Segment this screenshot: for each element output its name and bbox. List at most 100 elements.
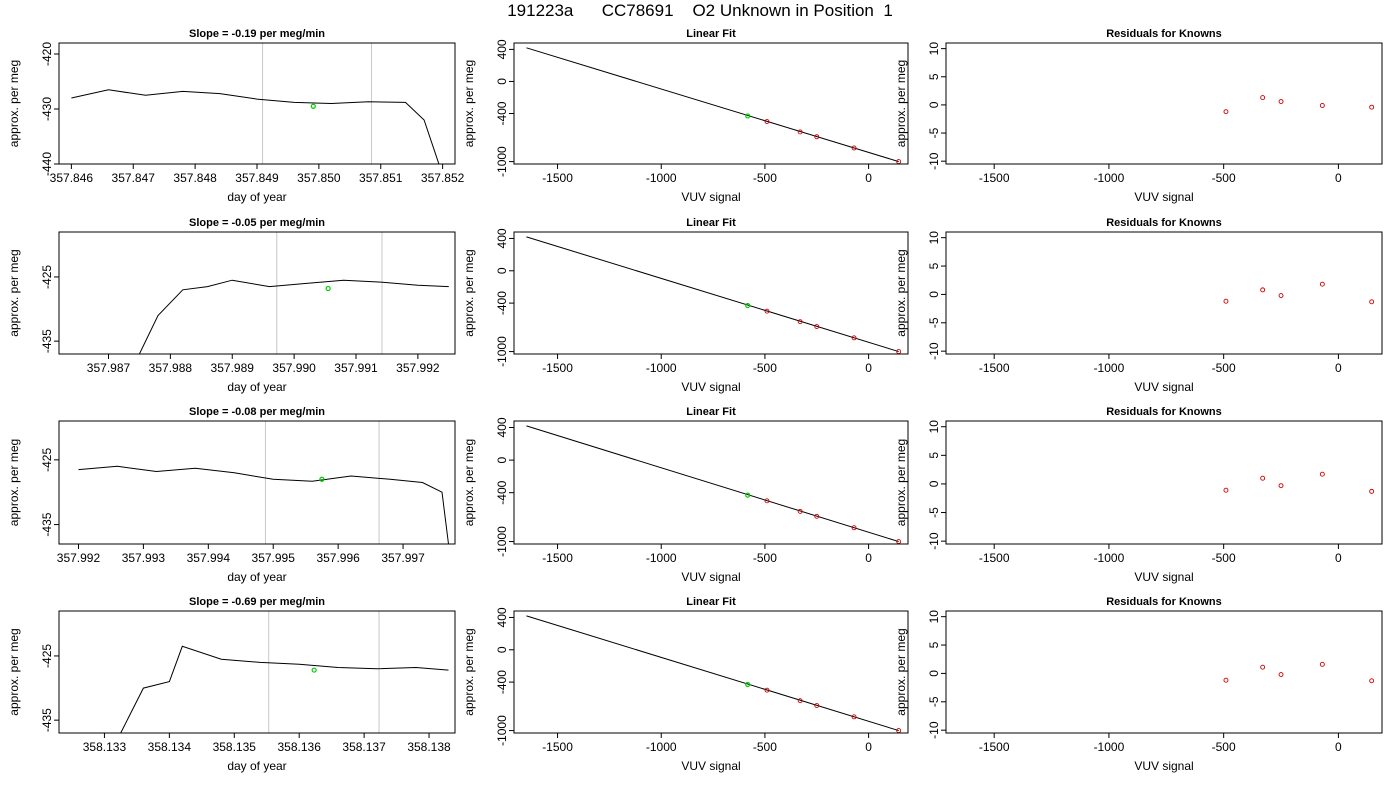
- y-tick-label: 400: [495, 417, 509, 437]
- known-point-4: [851, 335, 857, 341]
- y-tick-label: 400: [495, 607, 509, 627]
- known-point-1: [764, 119, 770, 124]
- x-axis-label: day of year: [227, 190, 286, 204]
- x-tick-label: 357.994: [187, 551, 231, 565]
- x-tick-label: 357.851: [359, 171, 403, 185]
- x-tick-label: 357.850: [297, 171, 341, 185]
- x-tick-label: 357.987: [87, 361, 131, 375]
- known-point-1: [764, 308, 770, 314]
- panel-title: Residuals for Knowns: [1106, 406, 1222, 418]
- plot-area: [71, 43, 440, 164]
- x-axis-label: day of year: [227, 570, 286, 584]
- plot-area: [138, 232, 449, 354]
- fit-line: [526, 236, 899, 353]
- page-title: 191223a CC78691 O2 Unknown in Position 1: [507, 1, 893, 20]
- y-tick-label: 0: [927, 291, 941, 298]
- panel-1-3: Residuals for Knowns -1500 -1000 -500 0 10 5 0 -…: [894, 28, 1383, 204]
- y-axis-label: approx. per meg: [462, 628, 476, 715]
- y-tick-label: -420: [40, 42, 54, 66]
- y-tick-label: -5: [927, 127, 941, 138]
- known-point-4: [1319, 281, 1325, 287]
- known-point-3: [1278, 293, 1284, 299]
- x-tick-label: 357.846: [50, 171, 94, 185]
- panel-title: Residuals for Knowns: [1106, 217, 1222, 229]
- known-point-4: [1319, 471, 1325, 477]
- fit-line: [526, 425, 899, 543]
- known-point-1: [764, 498, 770, 504]
- x-tick-label: 357.996: [316, 551, 360, 565]
- y-tick-label: -430: [40, 97, 54, 121]
- y-axis-label: approx. per meg: [7, 60, 21, 147]
- plot-area: [1223, 471, 1375, 494]
- y-tick-label: 10: [927, 420, 941, 434]
- y-tick-label: -425: [40, 448, 54, 472]
- y-axis-label: approx. per meg: [7, 249, 21, 336]
- y-tick-label: 5: [927, 73, 941, 80]
- panel-3-2: Linear Fit -1500 -1000 -500 0 400 0 -400 -1000 VU…: [462, 406, 909, 584]
- plot-frame: [58, 231, 456, 355]
- x-axis-label: VUV signal: [681, 759, 740, 773]
- known-point-4: [1319, 103, 1325, 108]
- known-point-3: [814, 134, 820, 140]
- unknown-point: [745, 681, 751, 688]
- plot-area: [526, 236, 902, 354]
- x-tick-label: -1500: [542, 740, 573, 754]
- y-tick-label: -425: [40, 644, 54, 668]
- y-axis-label: approx. per meg: [894, 628, 908, 715]
- x-axis-label: VUV signal: [681, 190, 740, 204]
- x-tick-label: -1000: [1094, 171, 1125, 185]
- y-tick-label: -1000: [495, 715, 509, 746]
- y-axis-label: approx. per meg: [894, 249, 908, 336]
- unknown-point: [745, 113, 751, 119]
- unknown-marker: [325, 285, 331, 292]
- panel-1-1: Slope = -0.19 per meg/min 357.846 357.847 3…: [7, 28, 465, 204]
- panel-title: Residuals for Knowns: [1106, 596, 1222, 608]
- x-tick-label: 358.134: [148, 740, 192, 754]
- y-tick-label: 5: [927, 452, 941, 459]
- x-tick-label: 358.138: [407, 740, 451, 754]
- x-axis-label: VUV signal: [1134, 190, 1193, 204]
- x-tick-label: 357.990: [272, 361, 316, 375]
- known-point-5: [1369, 104, 1375, 110]
- y-axis-label: approx. per meg: [462, 249, 476, 336]
- x-tick-label: 357.849: [235, 171, 279, 185]
- y-tick-label: -400: [495, 670, 509, 694]
- x-tick-label: 0: [865, 740, 872, 754]
- known-point-1: [764, 687, 770, 693]
- x-tick-label: -1000: [1094, 361, 1125, 375]
- y-tick-label: 0: [927, 670, 941, 677]
- plot-area: [526, 615, 902, 733]
- series-line-1: [138, 279, 449, 354]
- known-point-1: [1223, 298, 1229, 304]
- x-axis-label: VUV signal: [681, 570, 740, 584]
- panel-title: Linear Fit: [686, 596, 736, 608]
- x-tick-label: 357.852: [421, 171, 465, 185]
- plot-area: [1223, 95, 1375, 115]
- panel-title: Slope = -0.05 per meg/min: [189, 217, 325, 229]
- x-tick-label: -1500: [979, 171, 1010, 185]
- y-tick-label: -435: [40, 512, 54, 536]
- y-tick-label: -5: [927, 507, 941, 518]
- y-tick-label: 10: [927, 610, 941, 624]
- x-axis-label: VUV signal: [1134, 380, 1193, 394]
- x-tick-label: 0: [865, 171, 872, 185]
- y-tick-label: -435: [40, 329, 54, 353]
- known-point-5: [1369, 678, 1375, 684]
- known-point-2: [1260, 475, 1266, 481]
- y-tick-label: 5: [927, 262, 941, 269]
- x-tick-label: -1000: [1094, 551, 1125, 565]
- y-tick-label: -10: [927, 532, 941, 550]
- x-tick-label: -500: [753, 551, 777, 565]
- unknown-point: [745, 492, 751, 498]
- x-tick-label: -500: [1212, 171, 1236, 185]
- unknown-marker: [319, 476, 325, 482]
- x-tick-label: -500: [1212, 740, 1236, 754]
- x-tick-label: -1500: [979, 740, 1010, 754]
- y-axis-label: approx. per meg: [462, 60, 476, 147]
- y-tick-label: 0: [495, 646, 509, 653]
- fit-line: [526, 47, 899, 163]
- x-tick-label: 357.989: [211, 361, 255, 375]
- known-point-3: [814, 703, 820, 708]
- known-point-2: [1260, 287, 1266, 293]
- panel-2-2: Linear Fit -1500 -1000 -500 0 400 0 -400 -1000 VU…: [462, 217, 909, 394]
